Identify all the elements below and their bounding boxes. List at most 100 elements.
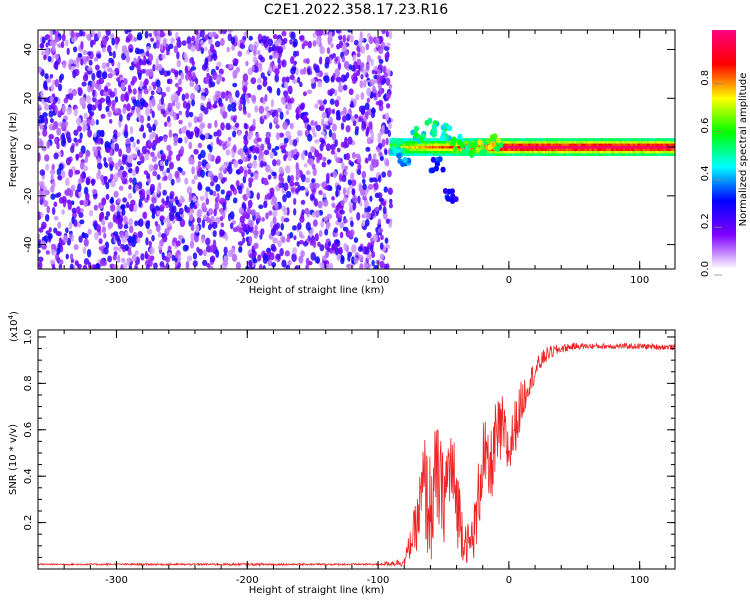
- heatmap-cell: [244, 81, 249, 86]
- heatmap-cell: [347, 136, 353, 145]
- heatmap-cell: [125, 138, 131, 145]
- heatmap-cell: [430, 167, 436, 174]
- heatmap-cell: [331, 132, 337, 141]
- heatmap-cell: [140, 114, 145, 124]
- heatmap-cell: [154, 221, 159, 227]
- heatmap-cell: [147, 115, 151, 122]
- heatmap-cell: [344, 136, 348, 144]
- heatmap-cell: [138, 152, 144, 161]
- heatmap-cell: [345, 125, 351, 133]
- heatmap-cell: [353, 257, 359, 265]
- heatmap-cell: [372, 85, 376, 93]
- heatmap-cell: [103, 157, 107, 162]
- heatmap-cell: [69, 253, 74, 260]
- heatmap-cell: [198, 153, 202, 161]
- heatmap-cell: [44, 73, 49, 80]
- heatmap-cell: [127, 251, 132, 256]
- heatmap-cell: [194, 224, 200, 234]
- heatmap-cell: [125, 145, 132, 154]
- heatmap-cell: [62, 235, 68, 243]
- heatmap-cell: [293, 235, 297, 241]
- heatmap-cell: [38, 131, 41, 137]
- heatmap-cell: [142, 60, 147, 66]
- heatmap-cell: [79, 219, 85, 225]
- heatmap-cell: [109, 118, 113, 124]
- heatmap-cell: [334, 239, 340, 245]
- heatmap-cell: [362, 183, 367, 191]
- heatmap-cell: [117, 158, 122, 167]
- heatmap-cell: [367, 88, 371, 97]
- heatmap-cell: [202, 249, 207, 257]
- heatmap-cell: [356, 211, 361, 221]
- heatmap-cell: [70, 145, 75, 154]
- heatmap-cell: [283, 81, 289, 89]
- heatmap-cell: [101, 47, 106, 53]
- heatmap-cell: [329, 31, 333, 37]
- heatmap-cell: [97, 169, 101, 177]
- heatmap-cell: [335, 157, 341, 164]
- heatmap-cell: [278, 173, 283, 182]
- heatmap-cell: [56, 127, 62, 136]
- heatmap-cell: [393, 138, 399, 145]
- heatmap-cell: [138, 198, 142, 208]
- heatmap-cell: [248, 219, 254, 228]
- heatmap-cell: [495, 137, 502, 144]
- heatmap-cell: [46, 34, 51, 40]
- heatmap-cell: [60, 41, 65, 49]
- heatmap-cell: [297, 222, 302, 230]
- heatmap-cell: [118, 148, 123, 158]
- heatmap-cell: [227, 30, 233, 33]
- heatmap-cell: [220, 91, 226, 99]
- heatmap-cell: [219, 197, 226, 203]
- heatmap-cell: [112, 50, 116, 59]
- heatmap-cell: [175, 251, 179, 259]
- heatmap-cell: [285, 190, 292, 199]
- heatmap-cell: [54, 78, 59, 88]
- heatmap-cell: [359, 188, 365, 196]
- heatmap-cell: [366, 253, 372, 261]
- heatmap-cell: [180, 145, 185, 155]
- heatmap-cell: [193, 175, 198, 180]
- heatmap-cell: [248, 162, 253, 168]
- heatmap-cell: [64, 39, 69, 47]
- heatmap-cell: [184, 177, 189, 185]
- heatmap-cell: [331, 196, 335, 201]
- heatmap-cell: [344, 170, 348, 177]
- heatmap-cell: [262, 255, 268, 264]
- chart-title: C2E1.2022.358.17.23.R16: [263, 2, 449, 18]
- heatmap-cell: [97, 30, 102, 39]
- heatmap-cell: [43, 54, 47, 61]
- heatmap-cell: [396, 152, 402, 159]
- heatmap-cell: [310, 252, 317, 261]
- heatmap-cell: [45, 163, 50, 171]
- heatmap-cell: [227, 136, 232, 142]
- heatmap-cell: [151, 97, 156, 106]
- heatmap-cell: [413, 125, 419, 132]
- heatmap-cell: [197, 160, 202, 168]
- heatmap-cell: [177, 138, 183, 144]
- heatmap-cell: [107, 67, 113, 73]
- heatmap-cell: [82, 165, 89, 172]
- heatmap-cell: [157, 103, 161, 111]
- heatmap-cell: [365, 218, 370, 227]
- heatmap-cell: [186, 255, 193, 262]
- heatmap-cell: [112, 264, 119, 269]
- heatmap-cell: [45, 250, 50, 255]
- heatmap-cell: [366, 232, 372, 239]
- heatmap-cell: [267, 259, 273, 267]
- heatmap-cell: [418, 136, 425, 143]
- heatmap-cell: [53, 152, 59, 160]
- heatmap-cell: [146, 45, 151, 51]
- heatmap-cell: [204, 77, 209, 85]
- heatmap-cell: [226, 165, 231, 172]
- heatmap-cell: [125, 38, 131, 43]
- heatmap-cell: [232, 69, 238, 76]
- heatmap-cell: [315, 124, 322, 132]
- heatmap-cell: [356, 169, 362, 176]
- heatmap-cell: [201, 159, 208, 167]
- heatmap-cell: [218, 139, 222, 147]
- snr-x-tick-label: -100: [367, 575, 390, 586]
- heatmap-cell: [265, 212, 269, 220]
- heatmap-cell: [103, 232, 107, 239]
- heatmap-cell: [166, 222, 172, 228]
